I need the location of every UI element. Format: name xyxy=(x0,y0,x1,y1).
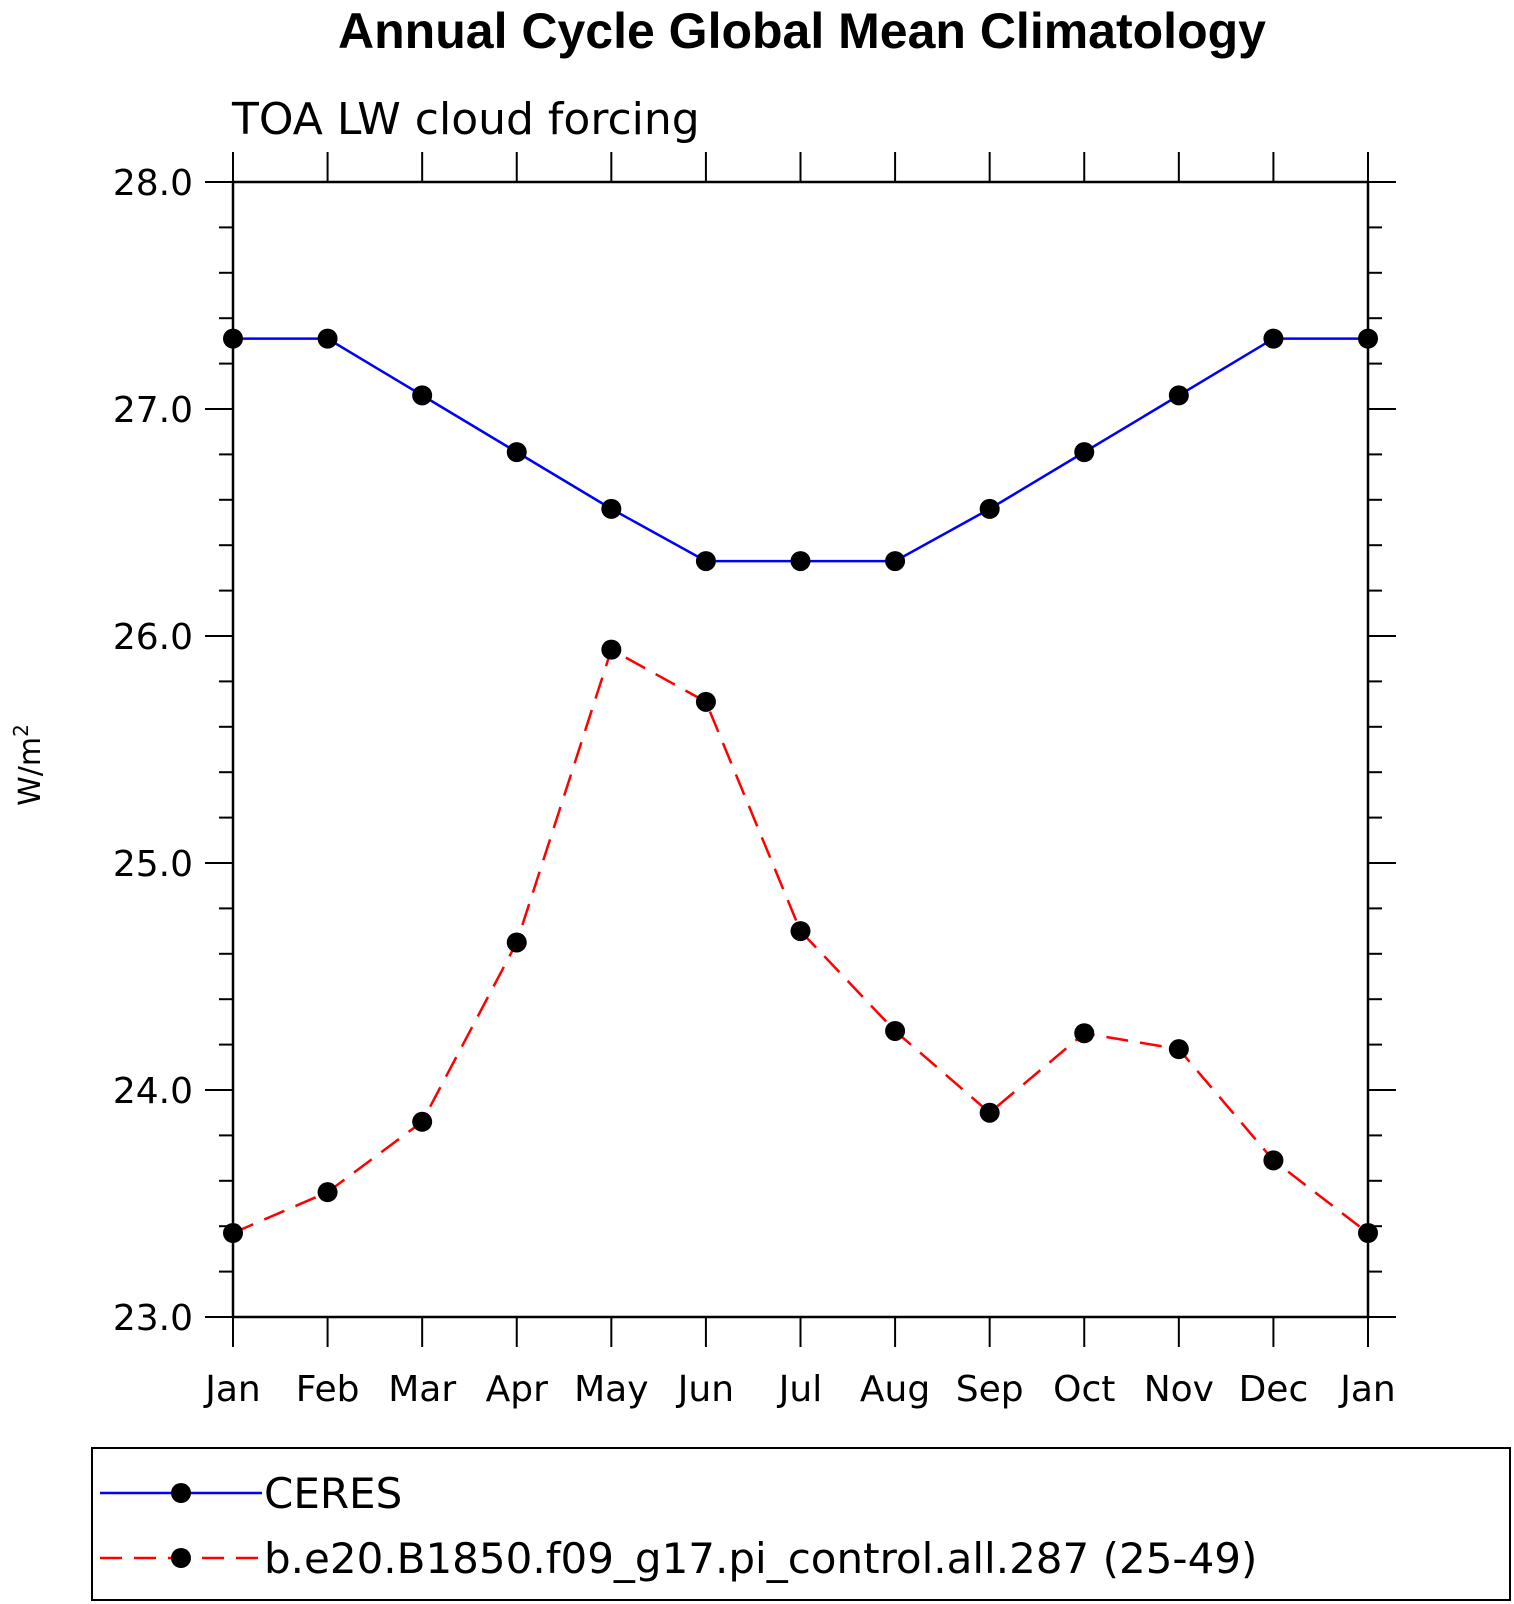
y-tick-label: 24.0 xyxy=(113,1071,193,1112)
x-tick-label: Jan xyxy=(1338,1369,1396,1410)
legend-label-model: b.e20.B1850.f09_g17.pi_control.all.287 (… xyxy=(264,1534,1257,1583)
data-point-series-0 xyxy=(223,328,243,349)
y-tick-label: 23.0 xyxy=(113,1298,193,1339)
data-point-series-1 xyxy=(1074,1023,1095,1044)
chart-subtitle: TOA LW cloud forcing xyxy=(231,94,700,145)
x-tick-label: May xyxy=(574,1369,648,1410)
x-tick-label: Jul xyxy=(777,1369,822,1410)
y-tick-label: 27.0 xyxy=(113,390,193,431)
legend-marker-ceres xyxy=(171,1483,191,1503)
data-point-series-0 xyxy=(1358,328,1378,349)
x-tick-label: Oct xyxy=(1053,1369,1115,1410)
y-tick-label: 25.0 xyxy=(113,844,193,885)
data-point-series-0 xyxy=(979,498,1000,519)
data-point-series-0 xyxy=(506,442,527,463)
legend: CERES b.e20.B1850.f09_g17.pi_control.all… xyxy=(91,1447,1511,1601)
data-point-series-1 xyxy=(223,1223,243,1244)
data-point-series-1 xyxy=(506,932,527,953)
series-line-0 xyxy=(233,337,1368,563)
legend-label-ceres: CERES xyxy=(264,1469,402,1518)
chart-title: Annual Cycle Global Mean Climatology xyxy=(338,3,1266,59)
y-axis-label-superscript: 2 xyxy=(9,724,33,737)
x-tick-label: Feb xyxy=(296,1369,360,1410)
data-point-series-1 xyxy=(601,639,622,660)
legend-marker-model xyxy=(171,1548,191,1568)
y-tick-label: 26.0 xyxy=(113,617,193,658)
data-point-series-0 xyxy=(695,551,716,572)
x-tick-labels: Jan Feb Mar Apr May Jun Jul Aug Sep Oct Nov Dec Jan xyxy=(203,1369,1396,1410)
plot-frame xyxy=(231,180,1370,1319)
data-point-series-0 xyxy=(317,328,338,349)
data-point-series-1 xyxy=(885,1020,906,1041)
x-tick-label: Jun xyxy=(676,1369,734,1410)
x-tick-label: Jan xyxy=(203,1369,261,1410)
data-point-series-1 xyxy=(695,691,716,712)
data-point-series-0 xyxy=(601,498,622,519)
data-point-series-1 xyxy=(412,1111,433,1132)
x-tick-label: Sep xyxy=(956,1369,1024,1410)
x-tick-label: Mar xyxy=(388,1369,456,1410)
data-point-series-1 xyxy=(1358,1223,1378,1244)
y-axis-label: W/m2 xyxy=(9,724,48,806)
data-point-series-1 xyxy=(790,921,811,942)
series-line-1 xyxy=(232,647,1369,1235)
x-tick-label: Aug xyxy=(860,1369,930,1410)
y-tick-labels: 23.0 24.0 25.0 26.0 27.0 28.0 xyxy=(113,163,193,1339)
data-point-series-0 xyxy=(885,551,906,572)
data-point-series-0 xyxy=(1074,442,1095,463)
legend-box xyxy=(91,1447,1511,1601)
data-point-series-1 xyxy=(1168,1039,1189,1060)
data-point-series-0 xyxy=(1263,328,1284,349)
x-tick-label: Nov xyxy=(1144,1369,1214,1410)
axes xyxy=(205,152,1396,1347)
data-point-series-1 xyxy=(979,1102,1000,1123)
y-axis-label-unit: W/m xyxy=(13,737,48,806)
x-tick-label: Dec xyxy=(1239,1369,1309,1410)
y-tick-label: 28.0 xyxy=(113,163,193,204)
series-layer xyxy=(223,328,1378,1244)
data-point-series-0 xyxy=(1168,385,1189,406)
data-point-series-1 xyxy=(317,1182,338,1203)
data-point-series-0 xyxy=(790,551,811,572)
data-point-series-1 xyxy=(1263,1150,1284,1171)
data-point-series-0 xyxy=(412,385,433,406)
x-tick-label: Apr xyxy=(486,1369,548,1410)
